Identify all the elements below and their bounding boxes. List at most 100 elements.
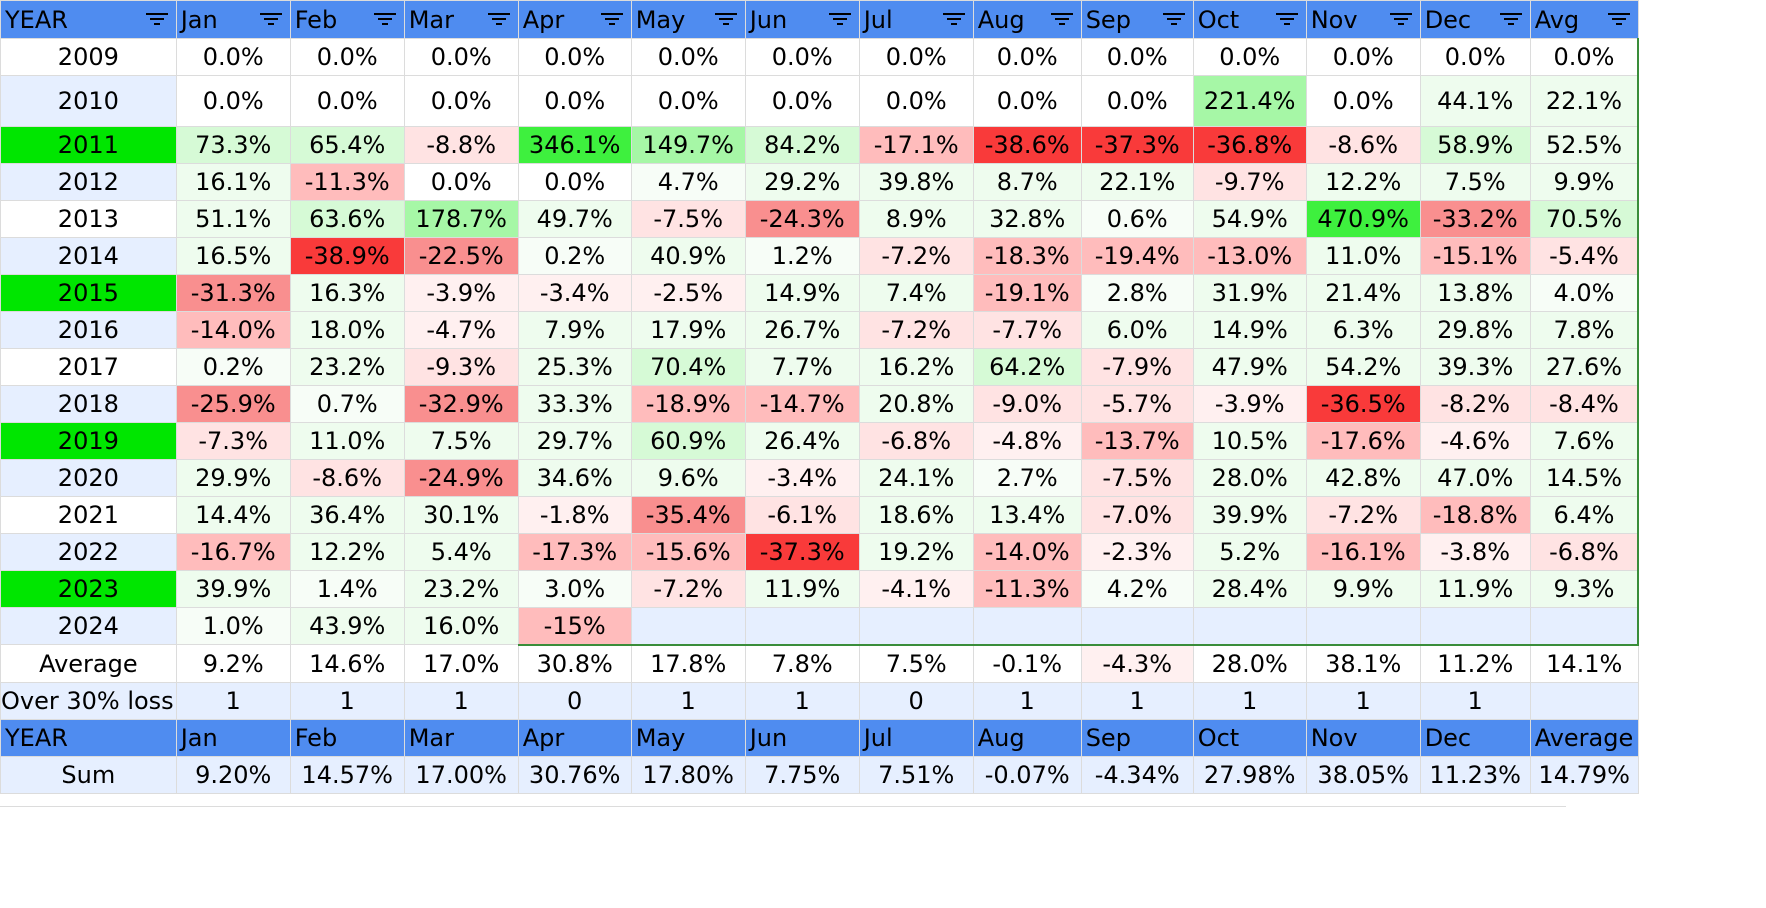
- return-cell[interactable]: -2.3%: [1080, 533, 1194, 571]
- return-cell[interactable]: 32.8%: [972, 200, 1082, 238]
- loss-count-cell[interactable]: 0: [517, 682, 632, 720]
- return-cell[interactable]: 52.5%: [1529, 126, 1640, 164]
- return-cell[interactable]: 0.0%: [289, 38, 405, 76]
- return-cell[interactable]: 7.5%: [403, 422, 519, 460]
- return-cell[interactable]: -3.4%: [744, 459, 860, 497]
- return-cell[interactable]: 9.3%: [1529, 570, 1640, 608]
- return-cell[interactable]: 39.9%: [175, 570, 291, 608]
- return-cell[interactable]: 178.7%: [403, 200, 519, 238]
- column-header-year[interactable]: YEAR: [0, 0, 177, 39]
- return-cell[interactable]: 7.7%: [744, 348, 860, 386]
- sum-cell[interactable]: 30.76%: [517, 756, 632, 794]
- average-cell[interactable]: 7.8%: [744, 644, 860, 683]
- return-cell[interactable]: 0.2%: [175, 348, 291, 386]
- year-cell[interactable]: 2012: [0, 163, 177, 201]
- return-cell[interactable]: -5.7%: [1080, 385, 1194, 423]
- filter-icon[interactable]: [373, 13, 396, 29]
- return-cell[interactable]: 13.4%: [972, 496, 1082, 534]
- return-cell[interactable]: -31.3%: [175, 274, 291, 312]
- return-cell[interactable]: 39.3%: [1419, 348, 1531, 386]
- return-cell[interactable]: 9.9%: [1305, 570, 1421, 608]
- column-header-oct[interactable]: Oct: [1192, 0, 1307, 39]
- average-cell[interactable]: -0.1%: [972, 644, 1082, 683]
- return-cell[interactable]: 4.2%: [1080, 570, 1194, 608]
- return-cell[interactable]: 0.0%: [858, 38, 974, 76]
- sum-cell[interactable]: 38.05%: [1305, 756, 1421, 794]
- return-cell[interactable]: 346.1%: [517, 126, 632, 164]
- return-cell[interactable]: 0.0%: [1305, 38, 1421, 76]
- average-cell[interactable]: 11.2%: [1419, 644, 1531, 683]
- sum-cell[interactable]: -4.34%: [1080, 756, 1194, 794]
- return-cell[interactable]: 33.3%: [517, 385, 632, 423]
- return-cell[interactable]: 43.9%: [289, 607, 405, 645]
- return-cell[interactable]: -9.3%: [403, 348, 519, 386]
- loss-count-cell[interactable]: 1: [403, 682, 519, 720]
- return-cell[interactable]: 0.0%: [744, 75, 860, 127]
- year-cell[interactable]: 2010: [0, 75, 177, 127]
- filter-icon[interactable]: [1499, 13, 1522, 29]
- return-cell[interactable]: 6.4%: [1529, 496, 1640, 534]
- filter-icon[interactable]: [259, 13, 282, 29]
- return-cell[interactable]: 24.1%: [858, 459, 974, 497]
- return-cell[interactable]: -7.5%: [630, 200, 746, 238]
- return-cell[interactable]: 0.0%: [744, 38, 860, 76]
- loss-count-cell[interactable]: 1: [630, 682, 746, 720]
- return-cell[interactable]: 0.0%: [858, 75, 974, 127]
- return-cell[interactable]: -18.8%: [1419, 496, 1531, 534]
- return-cell[interactable]: 17.9%: [630, 311, 746, 349]
- return-cell[interactable]: [1305, 607, 1421, 646]
- return-cell[interactable]: -13.0%: [1192, 237, 1307, 275]
- return-cell[interactable]: -4.8%: [972, 422, 1082, 460]
- return-cell[interactable]: 70.4%: [630, 348, 746, 386]
- return-cell[interactable]: 12.2%: [1305, 163, 1421, 201]
- return-cell[interactable]: 149.7%: [630, 126, 746, 164]
- return-cell[interactable]: [1080, 607, 1194, 646]
- return-cell[interactable]: 0.0%: [175, 38, 291, 76]
- return-cell[interactable]: 16.5%: [175, 237, 291, 275]
- return-cell[interactable]: [744, 607, 860, 646]
- filter-icon[interactable]: [1275, 13, 1298, 29]
- return-cell[interactable]: [1529, 607, 1640, 646]
- return-cell[interactable]: 2.7%: [972, 459, 1082, 497]
- return-cell[interactable]: -7.2%: [630, 570, 746, 608]
- return-cell[interactable]: -9.7%: [1192, 163, 1307, 201]
- return-cell[interactable]: 0.6%: [1080, 200, 1194, 238]
- return-cell[interactable]: 16.2%: [858, 348, 974, 386]
- sum-cell[interactable]: 27.98%: [1192, 756, 1307, 794]
- year-cell[interactable]: 2009: [0, 38, 177, 76]
- column-header-aug[interactable]: Aug: [972, 0, 1082, 39]
- return-cell[interactable]: 0.0%: [517, 163, 632, 201]
- return-cell[interactable]: 14.4%: [175, 496, 291, 534]
- return-cell[interactable]: 13.8%: [1419, 274, 1531, 312]
- return-cell[interactable]: 70.5%: [1529, 200, 1640, 238]
- return-cell[interactable]: -3.9%: [1192, 385, 1307, 423]
- return-cell[interactable]: [972, 607, 1082, 646]
- return-cell[interactable]: -25.9%: [175, 385, 291, 423]
- column-header-nov[interactable]: Nov: [1305, 0, 1421, 39]
- return-cell[interactable]: 22.1%: [1529, 75, 1640, 127]
- return-cell[interactable]: 1.4%: [289, 570, 405, 608]
- column-header-apr[interactable]: Apr: [517, 0, 632, 39]
- return-cell[interactable]: -7.5%: [1080, 459, 1194, 497]
- average-cell[interactable]: 30.8%: [517, 644, 632, 683]
- loss-count-cell[interactable]: 1: [1305, 682, 1421, 720]
- year-cell[interactable]: 2021: [0, 496, 177, 534]
- sum-cell[interactable]: 14.79%: [1529, 756, 1639, 794]
- return-cell[interactable]: -15%: [517, 607, 632, 646]
- loss-count-cell[interactable]: 1: [1080, 682, 1194, 720]
- return-cell[interactable]: 27.6%: [1529, 348, 1640, 386]
- return-cell[interactable]: 4.7%: [630, 163, 746, 201]
- return-cell[interactable]: -3.8%: [1419, 533, 1531, 571]
- return-cell[interactable]: 0.0%: [403, 38, 519, 76]
- return-cell[interactable]: 14.5%: [1529, 459, 1640, 497]
- return-cell[interactable]: 9.6%: [630, 459, 746, 497]
- return-cell[interactable]: -36.5%: [1305, 385, 1421, 423]
- filter-icon[interactable]: [1607, 13, 1630, 29]
- return-cell[interactable]: 73.3%: [175, 126, 291, 164]
- return-cell[interactable]: -8.2%: [1419, 385, 1531, 423]
- return-cell[interactable]: 30.1%: [403, 496, 519, 534]
- return-cell[interactable]: -1.8%: [517, 496, 632, 534]
- return-cell[interactable]: -14.0%: [175, 311, 291, 349]
- filter-icon[interactable]: [828, 13, 851, 29]
- return-cell[interactable]: 470.9%: [1305, 200, 1421, 238]
